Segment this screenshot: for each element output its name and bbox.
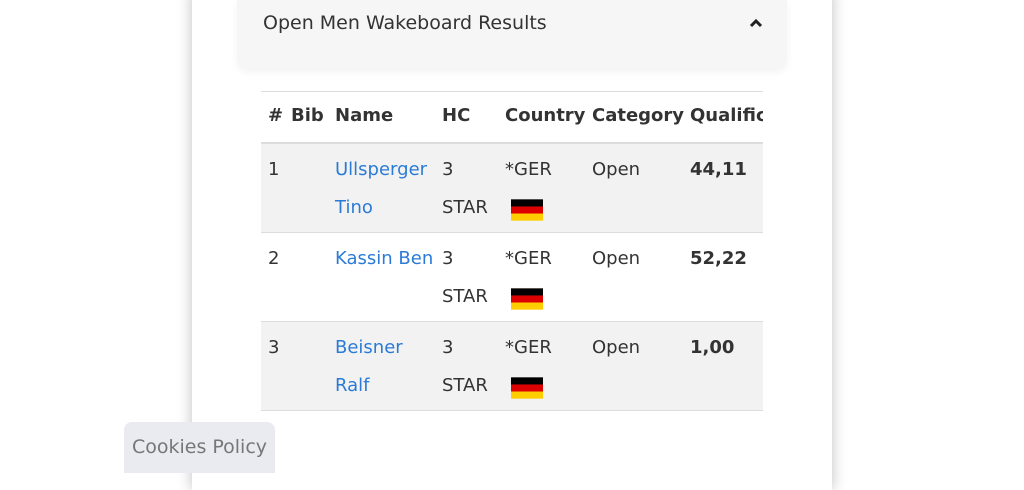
- qualification-cell: 44,11: [690, 159, 747, 180]
- qualification-cell: 52,22: [690, 248, 747, 269]
- country-cell: *GER: [505, 248, 552, 269]
- rank-cell: 3: [268, 337, 280, 358]
- results-table: # Bib Name HC Country Category Qualific 1 Ullspe…: [261, 91, 763, 411]
- chevron-up[interactable]: [749, 18, 763, 28]
- name-cell[interactable]: Beisner Ralf: [335, 337, 403, 396]
- column-header: HC: [442, 105, 471, 126]
- flag-icon: [511, 199, 543, 221]
- table-row: 1 Ullsperger Tino 3 STAR *GER Open 44,11: [261, 144, 763, 233]
- country-cell: *GER: [505, 337, 552, 358]
- column-header: #: [268, 105, 284, 126]
- column-header: Category: [592, 105, 685, 126]
- header-row: # Bib Name HC Country Category Qualific: [261, 92, 763, 144]
- flag-icon: [511, 288, 543, 310]
- accordion-title: Open Men Wakeboard Results: [263, 12, 547, 34]
- country-cell: *GER: [505, 159, 552, 180]
- category-cell: Open: [592, 248, 641, 269]
- column-header: Bib: [291, 105, 324, 126]
- category-cell: Open: [592, 337, 641, 358]
- category-cell: Open: [592, 159, 641, 180]
- hc-cell: 3 STAR: [442, 337, 488, 396]
- column-header: Country: [505, 105, 586, 126]
- page: Open Men Wakeboard Results # Bib Name HC Cou…: [124, 0, 787, 473]
- rank-cell: 2: [268, 248, 280, 269]
- column-header: Name: [335, 105, 394, 126]
- name-cell[interactable]: Ullsperger Tino: [335, 159, 428, 218]
- name-cell[interactable]: Kassin Ben: [335, 248, 434, 269]
- qualification-cell: 1,00: [690, 337, 735, 358]
- flag-icon: [511, 377, 543, 399]
- accordion-header[interactable]: Open Men Wakeboard Results: [237, 0, 787, 68]
- rank-cell: 1: [268, 159, 280, 180]
- hc-cell: 3 STAR: [442, 248, 488, 307]
- cookies-button[interactable]: Cookies Policy: [124, 422, 275, 473]
- table-row: 3 Beisner Ralf 3 STAR *GER Open 1,00: [261, 322, 763, 411]
- column-header: Qualific: [690, 105, 763, 126]
- table-row: 2 Kassin Ben 3 STAR *GER Open 52,22: [261, 233, 763, 322]
- hc-cell: 3 STAR: [442, 159, 488, 218]
